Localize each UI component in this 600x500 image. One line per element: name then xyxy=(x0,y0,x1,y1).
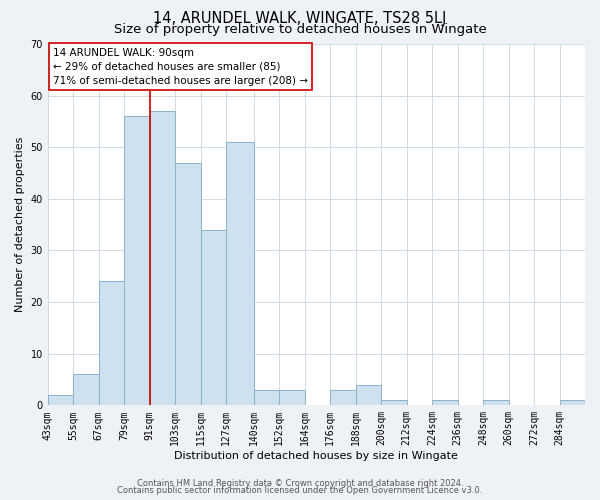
Text: Contains HM Land Registry data © Crown copyright and database right 2024.: Contains HM Land Registry data © Crown c… xyxy=(137,478,463,488)
Bar xyxy=(254,390,279,406)
X-axis label: Distribution of detached houses by size in Wingate: Distribution of detached houses by size … xyxy=(175,451,458,461)
Bar xyxy=(150,111,175,406)
Bar xyxy=(99,282,124,406)
Bar xyxy=(483,400,509,406)
Bar xyxy=(175,162,200,406)
Text: 14, ARUNDEL WALK, WINGATE, TS28 5LJ: 14, ARUNDEL WALK, WINGATE, TS28 5LJ xyxy=(154,11,446,26)
Bar xyxy=(48,395,73,406)
Bar xyxy=(200,230,226,406)
Bar xyxy=(560,400,585,406)
Bar xyxy=(432,400,458,406)
Bar xyxy=(279,390,305,406)
Bar xyxy=(381,400,407,406)
Bar xyxy=(124,116,150,406)
Text: Contains public sector information licensed under the Open Government Licence v3: Contains public sector information licen… xyxy=(118,486,482,495)
Bar xyxy=(356,384,381,406)
Bar xyxy=(330,390,356,406)
Text: Size of property relative to detached houses in Wingate: Size of property relative to detached ho… xyxy=(113,22,487,36)
Y-axis label: Number of detached properties: Number of detached properties xyxy=(15,137,25,312)
Bar xyxy=(73,374,99,406)
Text: 14 ARUNDEL WALK: 90sqm
← 29% of detached houses are smaller (85)
71% of semi-det: 14 ARUNDEL WALK: 90sqm ← 29% of detached… xyxy=(53,48,308,86)
Bar xyxy=(226,142,254,406)
